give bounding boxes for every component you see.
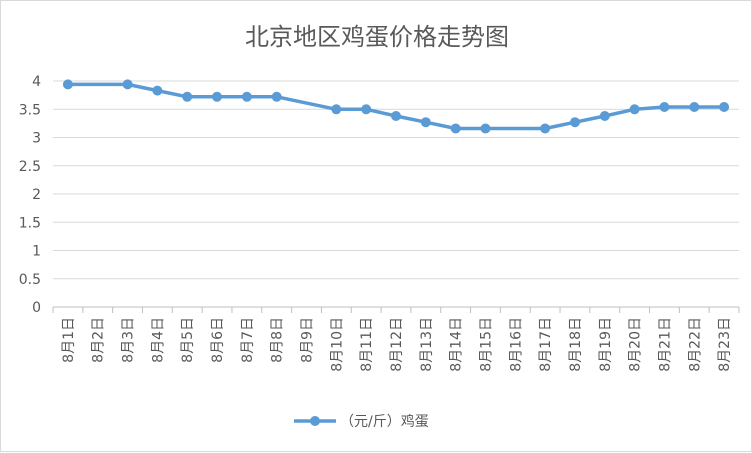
x-tick-label: 8月18日 bbox=[568, 317, 584, 372]
data-point bbox=[331, 104, 342, 115]
x-tick-label: 8月4日 bbox=[150, 317, 166, 363]
x-tick-label: 8月11日 bbox=[359, 317, 375, 372]
x-tick-label: 8月23日 bbox=[717, 317, 733, 372]
x-axis: 8月1日 8月2日 8月3日 8月4日 8月5日 8月6日 8月7日 8月8日 8月9日 8月10… bbox=[52, 307, 740, 372]
data-point bbox=[629, 104, 640, 115]
data-point bbox=[540, 123, 551, 134]
data-point bbox=[599, 111, 610, 121]
x-tick-label: 8月16日 bbox=[508, 317, 524, 372]
x-tick-label: 8月3日 bbox=[121, 317, 137, 363]
gridlines bbox=[53, 80, 739, 308]
data-point bbox=[689, 102, 700, 112]
data-point bbox=[719, 102, 730, 112]
data-point bbox=[361, 104, 372, 115]
x-tick-label: 8月10日 bbox=[329, 317, 345, 372]
data-point bbox=[391, 111, 401, 121]
x-tick-label: 8月6日 bbox=[210, 317, 226, 363]
data-point bbox=[420, 117, 431, 128]
data-point bbox=[212, 91, 222, 102]
y-tick-label: 0 bbox=[32, 300, 41, 316]
legend-series-label: （元/斤）鸡蛋 bbox=[340, 413, 429, 430]
x-tick-label: 8月21日 bbox=[657, 317, 673, 372]
data-point bbox=[241, 91, 252, 102]
x-tick-label: 8月22日 bbox=[687, 317, 703, 372]
series-line bbox=[66, 82, 726, 131]
series-layer bbox=[62, 79, 730, 134]
data-point bbox=[450, 123, 461, 134]
legend-marker-swatch bbox=[310, 416, 320, 426]
y-axis: 0 0.5 1 1.5 2 2.5 3 3.5 4 bbox=[19, 74, 41, 316]
x-tick-label: 8月14日 bbox=[449, 317, 465, 372]
data-point bbox=[152, 85, 163, 96]
data-point bbox=[122, 79, 133, 90]
legend: （元/斤）鸡蛋 bbox=[294, 413, 429, 430]
data-point bbox=[659, 102, 670, 112]
x-tick-label: 8月12日 bbox=[389, 317, 405, 372]
y-tick-label: 2.5 bbox=[19, 159, 41, 175]
x-tick-label: 8月9日 bbox=[300, 317, 316, 363]
data-point bbox=[480, 123, 491, 134]
data-point bbox=[62, 79, 73, 90]
y-tick-label: 3 bbox=[32, 131, 41, 147]
x-tick-label: 8月19日 bbox=[598, 317, 614, 372]
x-tick-label: 8月2日 bbox=[91, 317, 107, 363]
y-tick-label: 1.5 bbox=[19, 215, 41, 231]
data-point bbox=[182, 91, 193, 102]
x-tick-label: 8月13日 bbox=[419, 317, 435, 372]
y-tick-label: 4 bbox=[32, 74, 41, 90]
data-point bbox=[570, 117, 580, 128]
y-tick-label: 1 bbox=[32, 244, 41, 260]
x-tick-label: 8月15日 bbox=[478, 317, 494, 372]
chart-title: 北京地区鸡蛋价格走势图 bbox=[245, 23, 509, 51]
data-point bbox=[271, 91, 282, 102]
x-tick-label: 8月20日 bbox=[628, 317, 644, 372]
y-tick-label: 2 bbox=[32, 187, 41, 203]
x-tick-label: 8月8日 bbox=[270, 317, 286, 363]
x-tick-label: 8月1日 bbox=[61, 317, 77, 363]
x-tick-label: 8月17日 bbox=[538, 317, 554, 372]
y-tick-label: 3.5 bbox=[19, 102, 41, 118]
x-tick-label: 8月7日 bbox=[240, 317, 256, 363]
x-tick-label: 8月5日 bbox=[180, 317, 196, 363]
y-tick-label: 0.5 bbox=[19, 272, 41, 288]
